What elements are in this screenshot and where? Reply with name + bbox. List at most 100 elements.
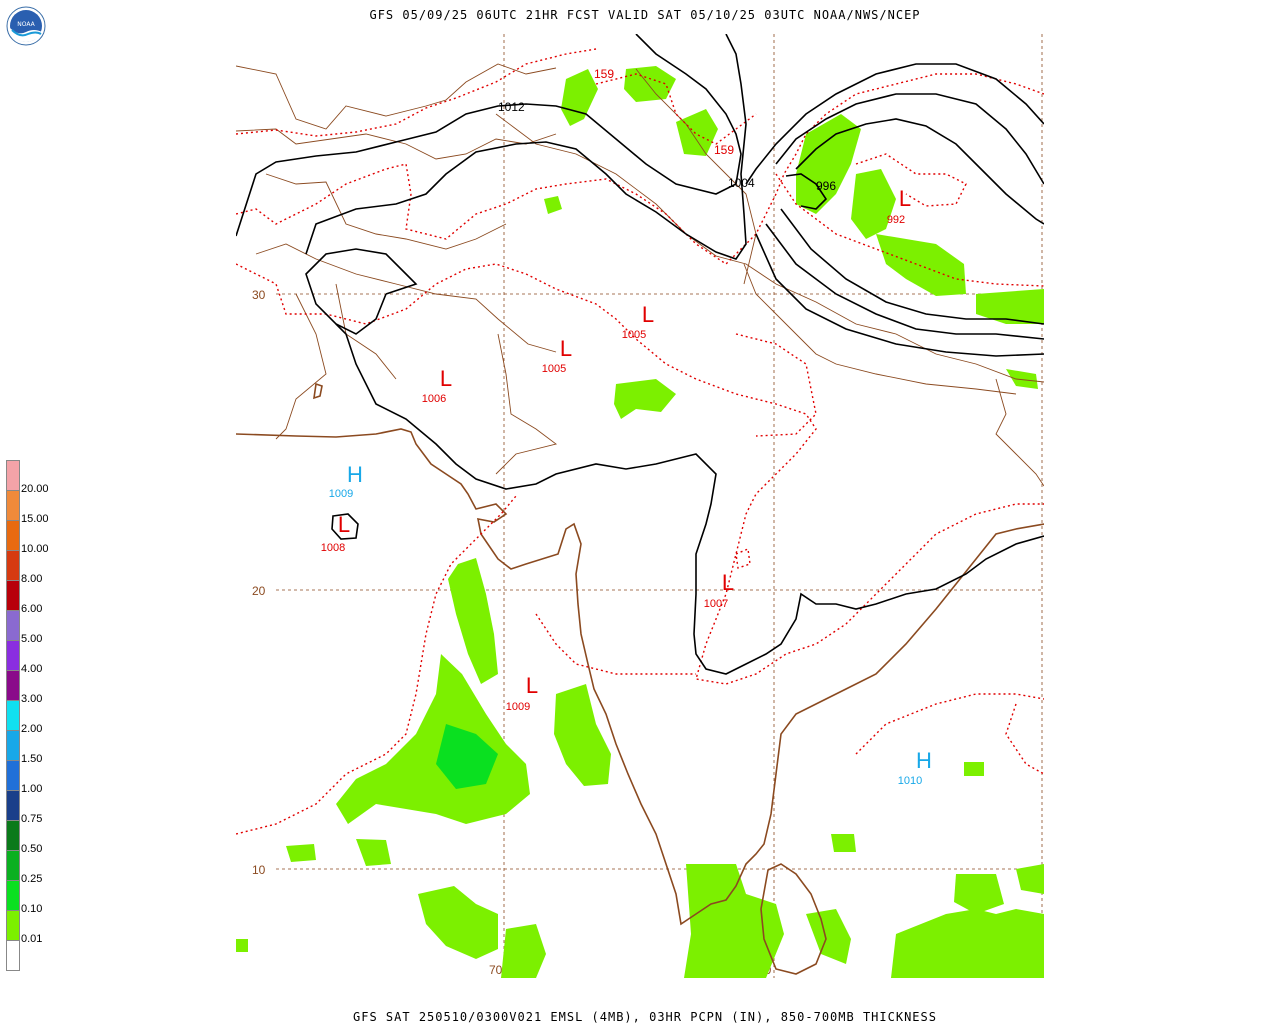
legend-swatch [6,820,20,850]
isobars [236,34,1044,675]
legend-label: 0.75 [21,813,43,825]
border-line [743,263,1017,395]
thickness-label: 159 [594,67,614,81]
high-center-value: 1009 [329,488,353,500]
legend-label: 2.00 [21,723,43,735]
legend-label: 4.00 [21,663,43,675]
low-center-value: 1009 [506,701,530,713]
low-center-value: 992 [887,214,905,226]
lat-label-30: 30 [252,288,266,302]
chart-title: GFS 05/09/25 06UTC 21HR FCST VALID SAT 0… [369,8,921,22]
precip-area [876,234,966,296]
thickness-line [236,73,1044,265]
low-center-symbol: L [440,366,452,391]
precip-area [1016,864,1044,894]
legend-label: 0.10 [21,903,43,915]
legend-swatch [6,640,20,670]
thickness-line [535,613,696,675]
precip-legend [6,460,20,971]
precip-area [976,289,1044,324]
border-line [495,333,558,475]
legend-label: 10.00 [21,543,49,555]
precip-shading [236,66,1044,978]
legend-swatch [6,880,20,910]
lat-label-10: 10 [252,863,266,877]
isobar-ring [795,118,1044,225]
legend-label: 5.00 [21,633,43,645]
coastline [236,382,1044,975]
legend-swatch [6,550,20,580]
precip-area [806,909,851,964]
thickness-label: 159 [714,143,734,157]
low-center-value: 1005 [622,329,646,341]
legend-swatch [6,760,20,790]
legend-swatch [6,940,20,971]
precip-area [964,762,984,776]
precip-area [544,196,562,214]
legend-swatch [6,790,20,820]
precip-area [448,558,498,684]
thickness-line [1005,703,1044,775]
low-center-symbol: L [899,186,911,211]
isobar-label: 1004 [728,176,755,190]
legend-label: 0.01 [21,933,43,945]
thickness-line [236,263,1044,685]
sri-lanka-coast [760,863,827,975]
low-center-value: 1006 [422,393,446,405]
legend-label: 0.25 [21,873,43,885]
isobar-outer [745,63,1044,185]
isobar-1008 [305,34,747,260]
border-line [635,68,757,285]
thickness-line [855,693,1044,755]
lat-label-20: 20 [252,584,266,598]
isobar-closed [305,248,418,335]
border-line [335,283,397,380]
thickness-line [735,548,751,569]
border-line [255,243,557,353]
precip-area [624,66,676,102]
coastline-path [236,428,1044,926]
border-line [265,173,507,250]
isobar-south-2 [780,208,1044,325]
precip-area [796,114,861,214]
precip-area [501,924,546,978]
precip-area [356,839,391,866]
legend-label: 0.50 [21,843,43,855]
precip-area [418,886,498,959]
high-center-value: 1010 [898,775,922,787]
legend-swatch [6,850,20,880]
precip-area [614,379,676,419]
precip-area [554,684,611,786]
legend-label: 6.00 [21,603,43,615]
thickness-contours [236,48,1044,835]
border-line [236,128,557,160]
legend-swatch [6,580,20,610]
low-center-symbol: L [338,512,350,537]
isobar-label: 1012 [498,100,525,114]
low-center-symbol: L [560,336,572,361]
precip-area [286,844,316,862]
precip-area [831,834,856,852]
legend-swatch [6,910,20,940]
precip-area [676,109,718,156]
high-center-symbol: H [916,748,932,773]
legend-swatch [6,490,20,520]
low-center-symbol: L [722,570,734,595]
footer-caption: GFS SAT 250510/0300V021 EMSL (4MB), 03HR… [353,1010,937,1024]
isobar-south-3 [755,233,1044,357]
precip-area [684,864,784,978]
low-center-value: 1005 [542,363,566,375]
isobar-south-1 [765,223,1044,340]
border-line [275,293,327,440]
weather-map: 30 20 10 70 80 [236,34,1044,978]
low-center-symbol: L [526,673,538,698]
legend-swatch [6,520,20,550]
legend-swatch [6,730,20,760]
lat-lon-grid [276,34,1044,978]
thickness-line [236,495,517,835]
legend-label: 20.00 [21,483,49,495]
precip-area [1006,369,1038,389]
noaa-logo-icon: NOAA [6,6,46,46]
isobar-1004-south [335,323,1044,675]
low-center-value: 1007 [704,598,728,610]
